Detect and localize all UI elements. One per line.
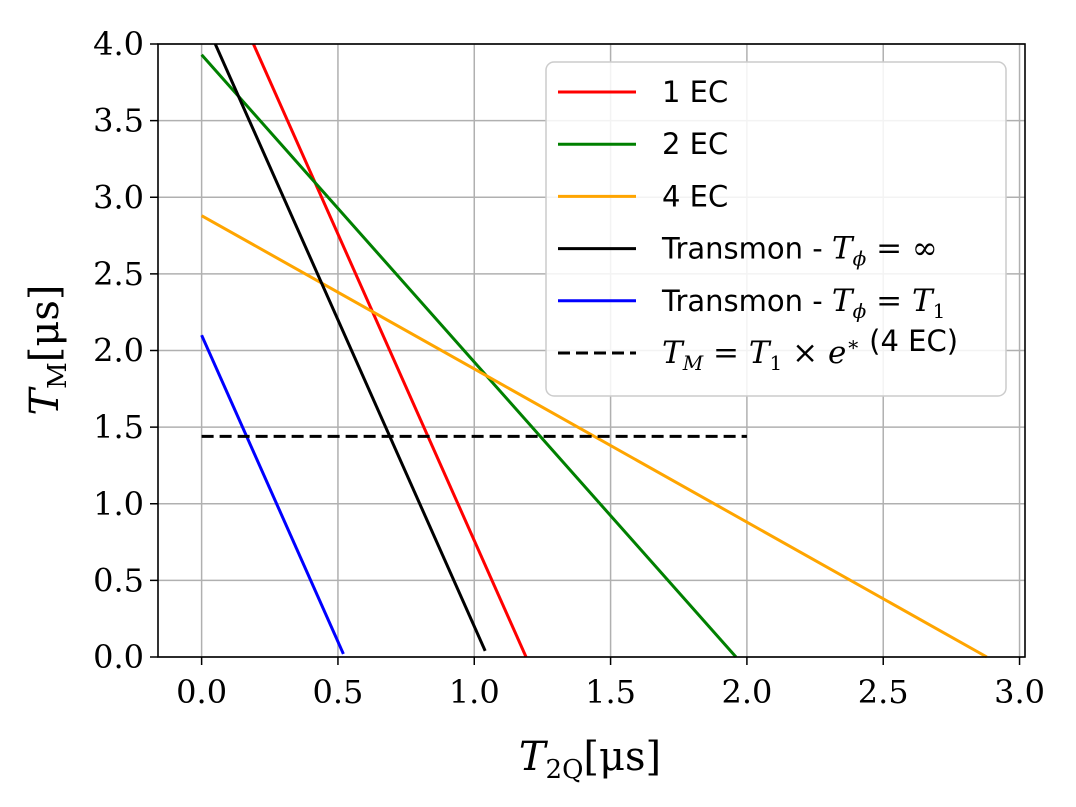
x-tick-label: 0.0 [176,673,227,711]
y-tick-label: 4.0 [93,25,144,63]
y-axis-label: TM[μs] [22,284,73,415]
x-tick-label: 1.0 [449,673,500,711]
y-axis-label-subscript: M [43,362,73,389]
x-axis-label-unit: [μs] [583,734,661,780]
y-tick-label: 3.5 [93,102,144,140]
y-axis-label-unit: [μs] [22,284,68,362]
legend-label-4: Transmon - Tϕ = ∞ [661,231,938,271]
x-tick-label: 2.0 [721,673,772,711]
series-line-3 [200,214,988,659]
y-tick-label: 2.5 [93,255,144,293]
series-line-4 [213,43,487,652]
series-line-2 [200,53,738,658]
x-axis-label: T2Q[μs] [519,734,661,785]
x-tick-label: 1.5 [585,673,636,711]
y-tick-label: 1.0 [93,485,144,523]
legend-box [545,61,1007,397]
series-group [200,43,988,659]
y-tick-label: 1.5 [93,408,144,446]
y-tick-label: 0.5 [93,561,144,599]
x-tick-label: 0.5 [312,673,363,711]
series-line-5 [200,334,345,655]
legend-label-3: 4 EC [662,179,728,213]
y-tick-label: 0.0 [93,638,144,676]
legend-label-5: Transmon - Tϕ = T1 [661,283,945,323]
x-tick-label: 3.0 [994,673,1045,711]
x-axis-label-subscript: 2Q [546,755,584,785]
y-axis-label-symbol: T [22,386,68,416]
series-line-1 [252,43,528,658]
legend-label-1: 1 EC [662,75,728,109]
legend-label-6: TM = T1 × e∗ (4 EC) [662,324,958,375]
y-tick-label: 3.0 [93,178,144,216]
legend-label-2: 2 EC [662,127,728,161]
x-tick-label: 2.5 [858,673,909,711]
ticks: 0.0 0.5 1.0 1.5 2.0 2.5 3.0 0.0 0.5 1.0 1.5 2.0 2.5 3… [93,25,1045,711]
x-axis-label-symbol: T [519,734,549,780]
legend: 1 EC 2 EC 4 EC Transmon - Tϕ = ∞ Transmon - … [545,61,1007,397]
y-tick-label: 2.0 [93,332,144,370]
